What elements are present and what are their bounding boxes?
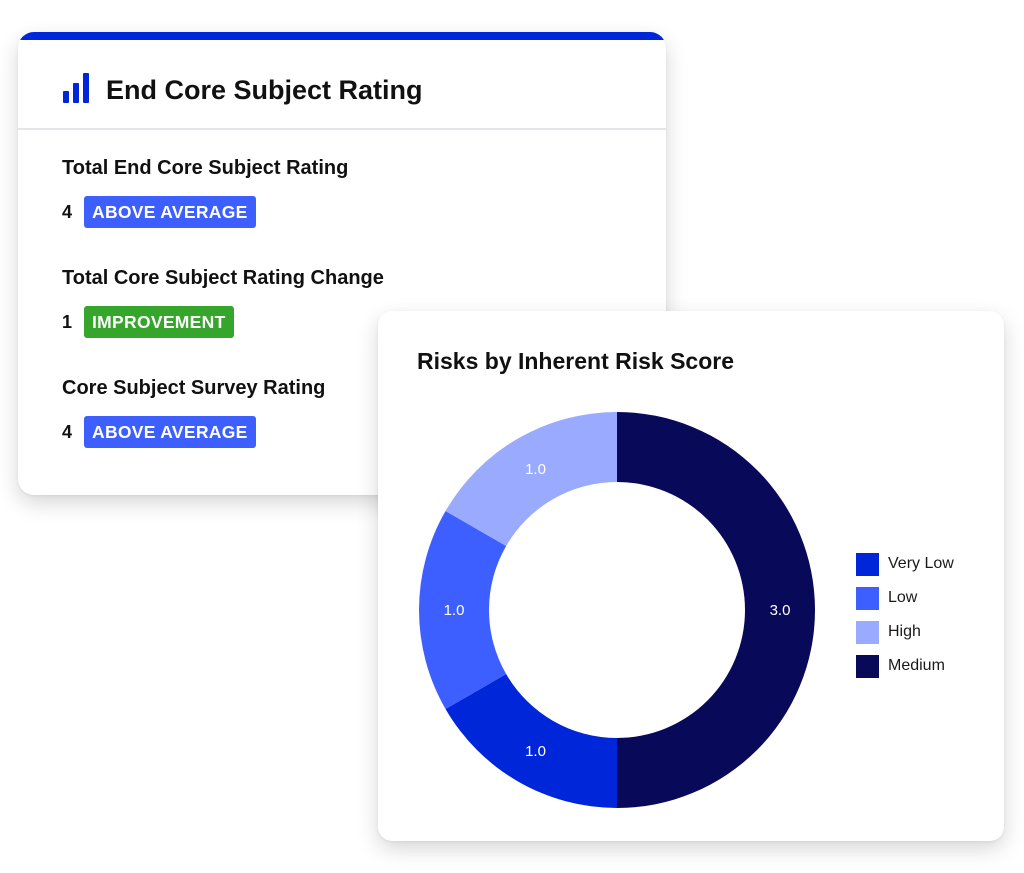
rating-card: End Core Subject Rating Total End Core S… <box>18 32 666 495</box>
rating-section-total: Total End Core Subject Rating 4 ABOVE AV… <box>62 156 348 228</box>
legend-swatch <box>856 552 879 576</box>
legend-label: Medium <box>888 657 945 674</box>
rating-value: 1 <box>62 311 73 332</box>
rating-section-change: Total Core Subject Rating Change 1 IMPRO… <box>62 266 384 338</box>
rating-section-survey: Core Subject Survey Rating 4 ABOVE AVERA… <box>62 376 325 448</box>
card-header: End Core Subject Rating <box>18 40 666 130</box>
legend-label: Low <box>888 589 918 606</box>
donut-slice-very-low[interactable] <box>445 674 617 808</box>
rating-value: 4 <box>62 421 73 442</box>
legend-item-low[interactable]: Low <box>856 581 954 615</box>
chart-card: Risks by Inherent Risk Score 3.0 1.0 1.0 1.… <box>378 311 1004 841</box>
donut-slice-low[interactable] <box>419 511 507 709</box>
chart-title: Risks by Inherent Risk Score <box>417 348 735 374</box>
slice-data-label: 1.0 <box>525 461 546 478</box>
legend-swatch <box>856 620 879 644</box>
card-title: End Core Subject Rating <box>106 75 423 105</box>
section-label: Total End Core Subject Rating <box>62 157 349 179</box>
donut-slice-high[interactable] <box>445 412 617 546</box>
card-accent-bar <box>18 32 666 40</box>
section-label: Core Subject Survey Rating <box>62 377 326 399</box>
status-badge: ABOVE AVERAGE <box>84 196 256 228</box>
donut-slice-medium[interactable] <box>617 412 815 808</box>
legend-item-medium[interactable]: Medium <box>856 649 954 683</box>
status-badge: ABOVE AVERAGE <box>84 416 256 448</box>
legend-item-high[interactable]: High <box>856 615 954 649</box>
slice-data-label: 3.0 <box>770 602 791 619</box>
chart-legend: Very Low Low High Medium <box>856 547 954 683</box>
rating-value: 4 <box>62 201 73 222</box>
status-badge: IMPROVEMENT <box>84 306 234 338</box>
legend-item-very-low[interactable]: Very Low <box>856 547 954 581</box>
bar-chart-icon <box>63 73 89 103</box>
legend-label: High <box>888 623 921 640</box>
legend-swatch <box>856 654 879 678</box>
slice-data-label: 1.0 <box>444 602 465 619</box>
donut-chart: 3.0 1.0 1.0 1.0 <box>419 412 815 808</box>
section-label: Total Core Subject Rating Change <box>62 267 384 289</box>
slice-data-label: 1.0 <box>525 743 546 760</box>
legend-swatch <box>856 586 879 610</box>
legend-label: Very Low <box>888 555 954 572</box>
